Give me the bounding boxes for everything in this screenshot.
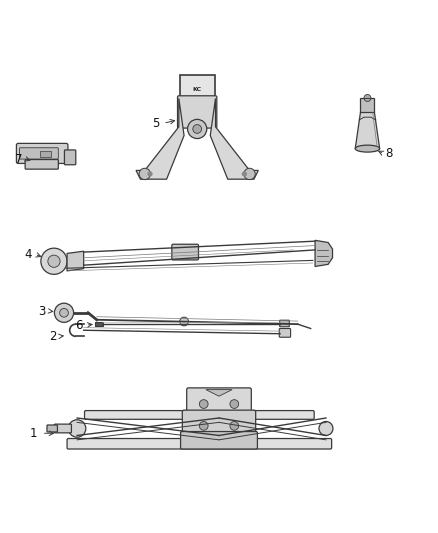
Text: KC: KC (193, 87, 202, 92)
Text: 7: 7 (15, 152, 23, 166)
Circle shape (148, 171, 152, 176)
Text: 1: 1 (30, 427, 38, 440)
FancyBboxPatch shape (47, 425, 57, 432)
FancyBboxPatch shape (64, 150, 76, 165)
FancyBboxPatch shape (67, 439, 332, 449)
Circle shape (364, 94, 371, 101)
FancyBboxPatch shape (19, 148, 58, 159)
Ellipse shape (355, 145, 380, 152)
FancyBboxPatch shape (187, 388, 251, 415)
Circle shape (199, 400, 208, 408)
Circle shape (68, 420, 86, 437)
FancyBboxPatch shape (280, 320, 289, 327)
Text: 2: 2 (49, 330, 57, 343)
Circle shape (60, 309, 68, 317)
Text: 3: 3 (39, 304, 46, 318)
Text: 4: 4 (24, 248, 32, 261)
Circle shape (242, 171, 247, 176)
Polygon shape (136, 99, 184, 179)
Circle shape (139, 168, 150, 180)
Polygon shape (67, 251, 84, 271)
FancyBboxPatch shape (172, 244, 198, 260)
Text: 8: 8 (385, 147, 393, 160)
Polygon shape (355, 109, 380, 149)
Circle shape (193, 125, 201, 133)
FancyBboxPatch shape (180, 75, 215, 103)
Circle shape (41, 248, 67, 274)
FancyBboxPatch shape (184, 100, 210, 104)
Text: 6: 6 (75, 319, 83, 332)
FancyBboxPatch shape (39, 151, 51, 157)
Circle shape (319, 422, 333, 435)
FancyBboxPatch shape (279, 328, 290, 337)
FancyBboxPatch shape (95, 321, 103, 326)
Text: 5: 5 (152, 117, 159, 130)
Circle shape (230, 400, 239, 408)
Circle shape (187, 119, 207, 139)
FancyBboxPatch shape (85, 410, 314, 419)
Circle shape (199, 422, 208, 430)
FancyBboxPatch shape (177, 96, 217, 128)
Circle shape (48, 255, 60, 268)
Polygon shape (315, 240, 332, 266)
FancyBboxPatch shape (25, 159, 58, 169)
Polygon shape (210, 99, 258, 179)
FancyBboxPatch shape (180, 432, 258, 449)
FancyBboxPatch shape (16, 143, 68, 164)
Circle shape (244, 168, 255, 180)
Circle shape (54, 303, 74, 322)
Polygon shape (206, 390, 232, 396)
Circle shape (230, 422, 239, 430)
FancyBboxPatch shape (182, 410, 256, 437)
FancyBboxPatch shape (360, 99, 374, 111)
Circle shape (180, 317, 188, 326)
FancyBboxPatch shape (54, 424, 71, 433)
